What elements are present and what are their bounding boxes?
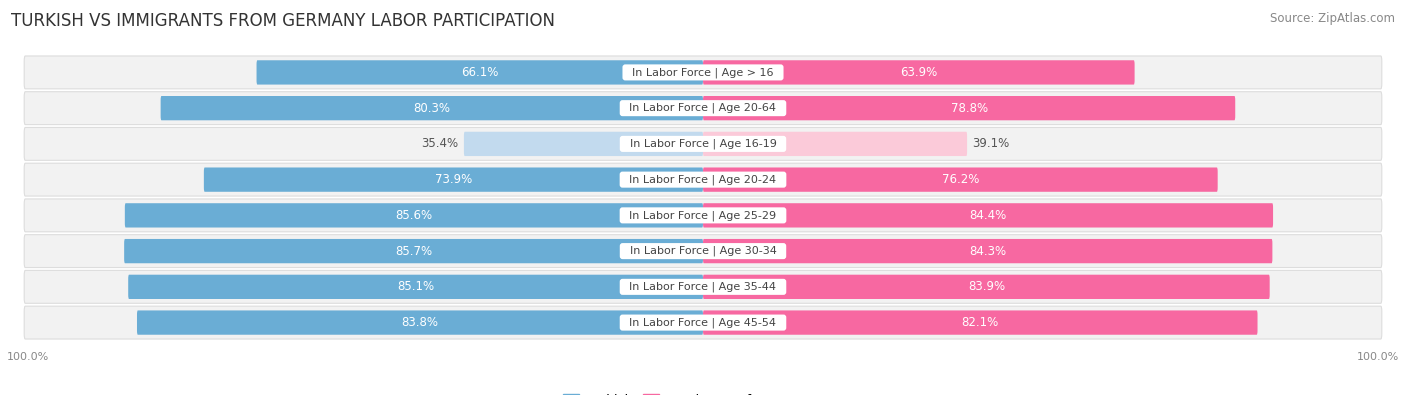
Text: 73.9%: 73.9% — [434, 173, 472, 186]
FancyBboxPatch shape — [24, 199, 1382, 232]
FancyBboxPatch shape — [703, 310, 1257, 335]
Text: 85.1%: 85.1% — [396, 280, 434, 293]
Text: 83.9%: 83.9% — [967, 280, 1005, 293]
Text: 39.1%: 39.1% — [973, 137, 1010, 150]
FancyBboxPatch shape — [703, 132, 967, 156]
FancyBboxPatch shape — [24, 56, 1382, 89]
Text: In Labor Force | Age 25-29: In Labor Force | Age 25-29 — [623, 210, 783, 221]
FancyBboxPatch shape — [703, 96, 1236, 120]
Text: In Labor Force | Age 30-34: In Labor Force | Age 30-34 — [623, 246, 783, 256]
Text: In Labor Force | Age 45-54: In Labor Force | Age 45-54 — [623, 317, 783, 328]
Legend: Turkish, Immigrants from Germany: Turkish, Immigrants from Germany — [564, 394, 842, 395]
FancyBboxPatch shape — [128, 275, 703, 299]
FancyBboxPatch shape — [24, 235, 1382, 267]
FancyBboxPatch shape — [703, 275, 1270, 299]
Text: In Labor Force | Age > 16: In Labor Force | Age > 16 — [626, 67, 780, 78]
FancyBboxPatch shape — [24, 128, 1382, 160]
Text: 76.2%: 76.2% — [942, 173, 979, 186]
Text: TURKISH VS IMMIGRANTS FROM GERMANY LABOR PARTICIPATION: TURKISH VS IMMIGRANTS FROM GERMANY LABOR… — [11, 12, 555, 30]
FancyBboxPatch shape — [136, 310, 703, 335]
Text: 85.7%: 85.7% — [395, 245, 432, 258]
FancyBboxPatch shape — [703, 203, 1272, 228]
Text: In Labor Force | Age 20-24: In Labor Force | Age 20-24 — [623, 174, 783, 185]
FancyBboxPatch shape — [703, 167, 1218, 192]
Text: 63.9%: 63.9% — [900, 66, 938, 79]
Text: In Labor Force | Age 35-44: In Labor Force | Age 35-44 — [623, 282, 783, 292]
Text: 78.8%: 78.8% — [950, 102, 987, 115]
Text: In Labor Force | Age 20-64: In Labor Force | Age 20-64 — [623, 103, 783, 113]
Text: 85.6%: 85.6% — [395, 209, 433, 222]
Text: In Labor Force | Age 16-19: In Labor Force | Age 16-19 — [623, 139, 783, 149]
Text: Source: ZipAtlas.com: Source: ZipAtlas.com — [1270, 12, 1395, 25]
FancyBboxPatch shape — [24, 306, 1382, 339]
FancyBboxPatch shape — [703, 60, 1135, 85]
FancyBboxPatch shape — [124, 239, 703, 263]
FancyBboxPatch shape — [703, 239, 1272, 263]
FancyBboxPatch shape — [160, 96, 703, 120]
Text: 66.1%: 66.1% — [461, 66, 499, 79]
Text: 82.1%: 82.1% — [962, 316, 998, 329]
Text: 80.3%: 80.3% — [413, 102, 450, 115]
FancyBboxPatch shape — [24, 271, 1382, 303]
Text: 84.3%: 84.3% — [969, 245, 1007, 258]
FancyBboxPatch shape — [256, 60, 703, 85]
Text: 35.4%: 35.4% — [422, 137, 458, 150]
FancyBboxPatch shape — [24, 92, 1382, 124]
FancyBboxPatch shape — [24, 163, 1382, 196]
Text: 84.4%: 84.4% — [969, 209, 1007, 222]
FancyBboxPatch shape — [464, 132, 703, 156]
FancyBboxPatch shape — [204, 167, 703, 192]
Text: 83.8%: 83.8% — [402, 316, 439, 329]
FancyBboxPatch shape — [125, 203, 703, 228]
